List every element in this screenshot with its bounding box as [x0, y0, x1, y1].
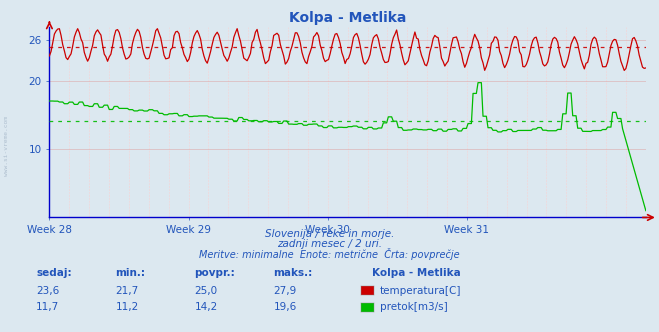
Text: temperatura[C]: temperatura[C] [380, 286, 461, 296]
Text: 23,6: 23,6 [36, 286, 59, 296]
Text: www.si-vreme.com: www.si-vreme.com [4, 116, 9, 176]
Text: 25,0: 25,0 [194, 286, 217, 296]
Text: 21,7: 21,7 [115, 286, 138, 296]
Text: 19,6: 19,6 [273, 302, 297, 312]
Text: Meritve: minimalne  Enote: metrične  Črta: povprečje: Meritve: minimalne Enote: metrične Črta:… [199, 248, 460, 260]
Text: 14,2: 14,2 [194, 302, 217, 312]
Text: 11,2: 11,2 [115, 302, 138, 312]
Text: maks.:: maks.: [273, 268, 313, 278]
Text: pretok[m3/s]: pretok[m3/s] [380, 302, 447, 312]
Text: 11,7: 11,7 [36, 302, 59, 312]
Text: sedaj:: sedaj: [36, 268, 72, 278]
Text: zadnji mesec / 2 uri.: zadnji mesec / 2 uri. [277, 239, 382, 249]
Text: Kolpa - Metlika: Kolpa - Metlika [372, 268, 461, 278]
Text: Slovenija / reke in morje.: Slovenija / reke in morje. [265, 229, 394, 239]
Title: Kolpa - Metlika: Kolpa - Metlika [289, 11, 407, 25]
Text: 27,9: 27,9 [273, 286, 297, 296]
Text: povpr.:: povpr.: [194, 268, 235, 278]
Text: min.:: min.: [115, 268, 146, 278]
